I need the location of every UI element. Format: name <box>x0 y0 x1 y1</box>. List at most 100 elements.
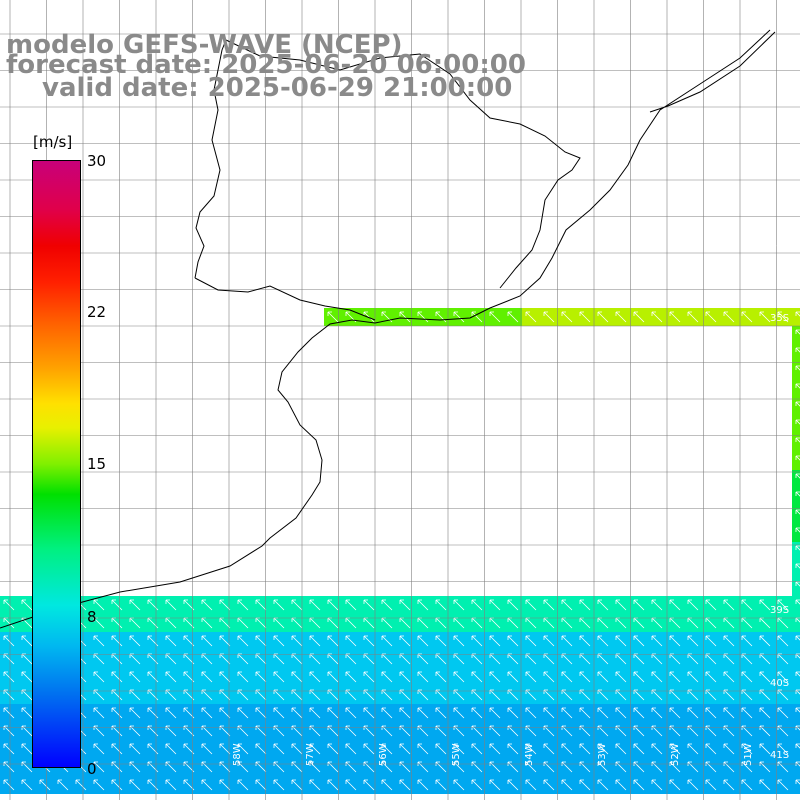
wind-arrow <box>633 689 645 701</box>
wind-arrow <box>723 311 735 323</box>
wind-arrow <box>687 635 699 647</box>
lon-label-57w: 57W <box>305 743 316 766</box>
wind-arrow <box>795 473 800 479</box>
wind-arrow <box>165 635 177 647</box>
wind-arrow <box>669 689 681 701</box>
wind-arrow <box>3 779 15 791</box>
colorbar-tick-30: 30 <box>87 152 107 170</box>
forecast-date: forecast date: 2025-06-20 06:00:00 <box>6 50 526 80</box>
wind-arrow <box>327 671 339 683</box>
wind-arrow <box>147 707 159 719</box>
wind-arrow <box>93 707 105 719</box>
wind-arrow <box>561 599 573 611</box>
wind-arrow <box>165 689 177 701</box>
wind-arrow <box>507 743 519 755</box>
wind-arrow <box>219 671 231 683</box>
wind-arrow <box>237 779 249 791</box>
wind-arrow <box>345 599 357 611</box>
wind-arrow <box>165 599 177 611</box>
wind-arrow <box>795 419 800 425</box>
wind-arrow <box>111 689 123 701</box>
wind-arrow <box>381 779 393 791</box>
wind-arrow <box>579 779 591 791</box>
wind-arrow <box>147 599 159 611</box>
wind-arrow <box>597 599 609 611</box>
wind-arrow <box>417 779 429 791</box>
wind-arrow <box>453 635 465 647</box>
wind-arrow <box>417 671 429 683</box>
wind-arrow <box>507 779 519 791</box>
wind-arrow <box>759 689 771 701</box>
wind-arrow <box>309 599 321 611</box>
wind-arrow <box>741 743 753 755</box>
wind-arrow <box>489 671 501 683</box>
wind-arrow <box>381 635 393 647</box>
lat-label-37s: 37S <box>770 460 790 471</box>
wind-arrow <box>435 743 447 755</box>
field-cell <box>792 326 800 344</box>
field-cell <box>792 596 800 614</box>
wind-arrow <box>129 599 141 611</box>
wind-arrow <box>795 437 800 443</box>
wind-arrow <box>111 707 123 719</box>
wind-arrow <box>687 707 699 719</box>
wind-arrow <box>147 689 159 701</box>
wind-arrow <box>255 671 267 683</box>
wind-arrow <box>759 599 771 611</box>
wind-arrow <box>219 779 231 791</box>
wind-arrow <box>93 671 105 683</box>
field-cell <box>792 452 800 470</box>
wind-arrow <box>669 671 681 683</box>
wind-arrow <box>453 311 465 323</box>
field-cell <box>792 542 800 560</box>
wind-arrow <box>525 689 537 701</box>
wind-arrow <box>309 707 321 719</box>
wind-arrow <box>453 743 465 755</box>
wind-arrow <box>417 743 429 755</box>
lat-label-41s: 41S <box>770 750 790 761</box>
wind-arrow <box>219 635 231 647</box>
wind-arrow <box>723 689 735 701</box>
wind-arrow <box>219 689 231 701</box>
wind-arrow <box>633 311 645 323</box>
wind-arrow <box>633 779 645 791</box>
wind-arrow <box>723 671 735 683</box>
wind-arrow <box>93 599 105 611</box>
wind-arrow <box>615 311 627 323</box>
wind-arrow <box>147 635 159 647</box>
wind-arrow <box>201 689 213 701</box>
wind-arrow <box>381 707 393 719</box>
wind-arrow <box>543 743 555 755</box>
wind-arrow <box>399 635 411 647</box>
wind-arrow <box>597 635 609 647</box>
wind-arrow <box>525 743 537 755</box>
wind-arrow <box>543 689 555 701</box>
wind-arrow <box>723 779 735 791</box>
wind-arrow <box>579 707 591 719</box>
wind-arrow <box>417 599 429 611</box>
lon-label-55w: 55W <box>451 743 462 766</box>
wind-arrow <box>273 635 285 647</box>
wind-arrow <box>291 671 303 683</box>
wind-arrow <box>39 779 51 791</box>
wind-arrow <box>111 743 123 755</box>
wind-arrow <box>615 599 627 611</box>
wind-arrow <box>75 779 87 791</box>
field-cell <box>792 758 800 776</box>
wind-arrow <box>507 689 519 701</box>
wind-arrow <box>129 743 141 755</box>
wind-arrow <box>795 635 800 641</box>
field-cell <box>792 668 800 686</box>
wind-arrow <box>723 743 735 755</box>
wind-arrow <box>273 599 285 611</box>
wind-arrow <box>129 635 141 647</box>
wind-arrow <box>255 779 267 791</box>
wind-arrow <box>219 599 231 611</box>
field-cell <box>792 434 800 452</box>
wind-arrow <box>489 599 501 611</box>
wind-arrow <box>777 599 789 611</box>
wind-arrow <box>633 707 645 719</box>
wind-arrow <box>795 779 800 785</box>
wind-arrow <box>237 689 249 701</box>
wind-arrow <box>417 689 429 701</box>
